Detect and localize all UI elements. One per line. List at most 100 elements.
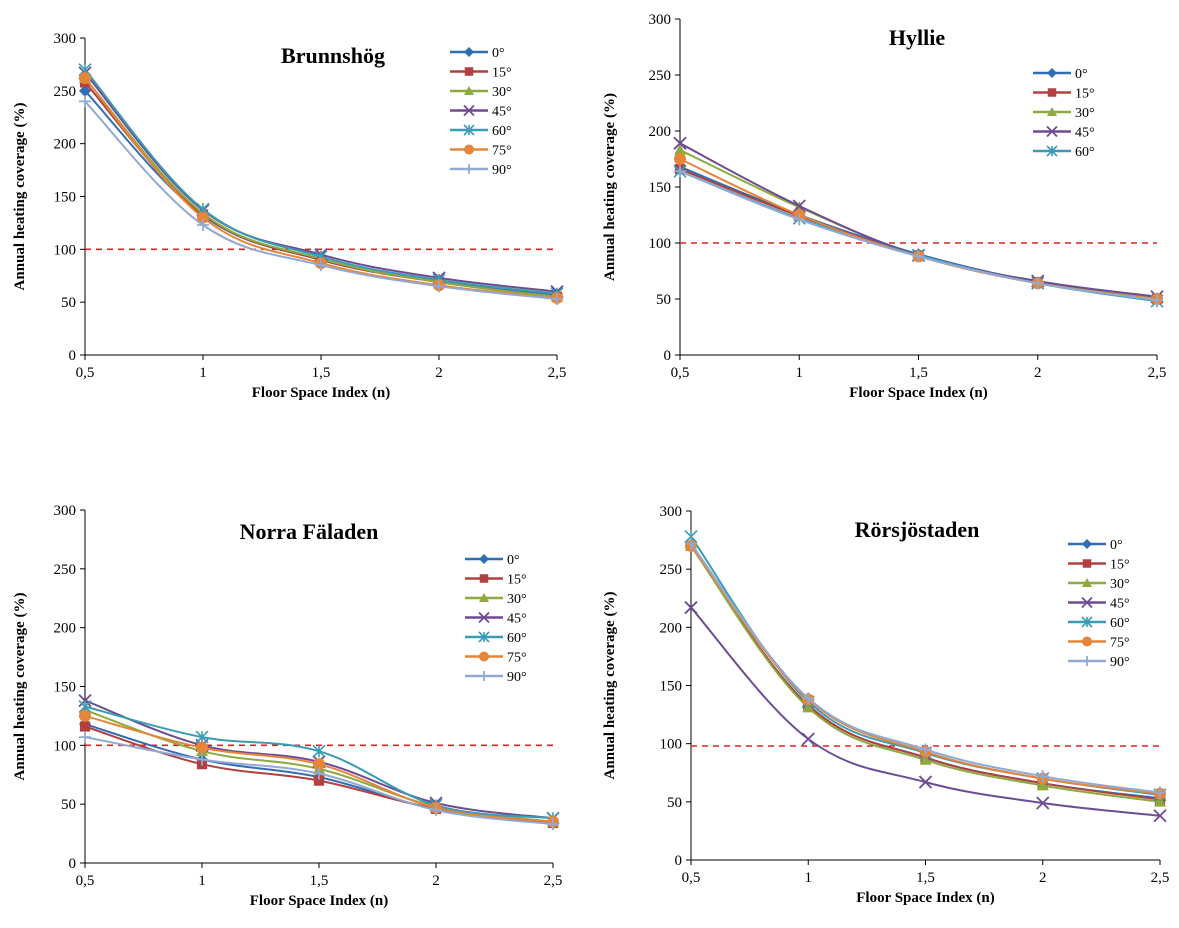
legend-label: 15° [507, 573, 527, 588]
series-6 [674, 165, 1163, 307]
legend: 0° 15° 30° 45° 60° 75° 90° [1068, 538, 1130, 670]
y-tick-label: 100 [54, 242, 77, 258]
legend-label: 15° [492, 66, 512, 81]
legend-label: 30° [1110, 577, 1130, 592]
legend-marker [479, 593, 489, 602]
series-line [679, 168, 1158, 300]
x-tick-label: 0,5 [682, 870, 701, 886]
y-tick-label: 100 [649, 236, 672, 252]
legend-marker [1081, 596, 1093, 609]
data-point [674, 153, 686, 165]
data-point [918, 775, 933, 789]
y-axis-title: Annual heating coverage (%) [602, 93, 618, 281]
series-3 [684, 600, 1167, 823]
chart-title: Brunnshög [281, 43, 385, 68]
series-6 [79, 731, 559, 831]
series-5 [674, 153, 1163, 305]
y-tick-label: 100 [54, 738, 77, 754]
data-point [196, 753, 208, 766]
series-line [84, 69, 558, 295]
series-line [679, 149, 1158, 299]
y-tick-label: 250 [54, 84, 77, 100]
y-tick-label: 150 [54, 680, 77, 696]
data-point [1154, 786, 1166, 799]
data-point [79, 84, 91, 97]
data-point [1036, 796, 1050, 810]
legend-marker [1081, 616, 1093, 628]
legend-marker [479, 554, 489, 564]
legend-label: 90° [1110, 655, 1130, 670]
data-point [79, 95, 91, 108]
legend-marker [479, 651, 489, 662]
x-tick-label: 0,5 [76, 365, 95, 381]
y-tick-label: 250 [649, 68, 672, 84]
legend-label: 0° [507, 553, 520, 568]
data-point [1153, 809, 1167, 823]
legend-label: 60° [507, 631, 527, 646]
legend-marker [1047, 68, 1057, 78]
chart-title: Rörsjöstaden [855, 517, 980, 542]
legend: 0° 15° 30° 45° 60° [1033, 67, 1095, 160]
legend-label: 30° [1075, 106, 1095, 121]
data-point [1036, 770, 1049, 783]
data-point [793, 213, 806, 226]
y-tick-label: 200 [54, 621, 77, 637]
y-tick-label: 300 [54, 503, 77, 519]
data-point [547, 818, 559, 831]
y-tick-label: 300 [649, 12, 672, 28]
series-line [679, 142, 1158, 298]
legend-marker [478, 611, 490, 624]
y-tick-label: 50 [656, 292, 671, 308]
y-axis-title: Annual heating coverage (%) [12, 593, 28, 781]
x-tick-label: 1,5 [916, 870, 935, 886]
data-point [1036, 779, 1049, 791]
data-point [674, 165, 686, 178]
series-3 [673, 136, 1164, 304]
x-tick-label: 1 [199, 365, 207, 381]
legend-marker [464, 86, 474, 95]
series-line [690, 606, 1161, 817]
legend-label: 75° [492, 144, 512, 159]
data-point [1031, 277, 1044, 290]
x-tick-label: 2,5 [548, 365, 567, 381]
data-point [430, 804, 442, 817]
series-line [679, 170, 1158, 303]
legend-label: 0° [492, 46, 505, 61]
legend-marker [1082, 539, 1092, 549]
data-point [685, 537, 697, 550]
data-point [919, 753, 932, 765]
data-point [912, 250, 925, 263]
legend-marker [478, 631, 490, 643]
x-tick-label: 1 [198, 873, 206, 889]
legend-label: 15° [1110, 558, 1130, 573]
series-6 [685, 537, 1166, 799]
series-line [84, 77, 558, 298]
x-tick-label: 2,5 [1148, 365, 1167, 381]
x-tick-label: 2 [432, 873, 440, 889]
y-tick-label: 50 [61, 295, 76, 311]
data-point [433, 280, 445, 293]
y-tick-label: 250 [660, 562, 683, 578]
legend-marker [479, 671, 489, 681]
legend-marker [1046, 125, 1058, 138]
y-tick-label: 0 [69, 856, 77, 872]
y-tick-label: 150 [54, 190, 77, 206]
legend-label: 0° [1075, 67, 1088, 82]
legend-marker [464, 144, 474, 155]
x-tick-label: 2 [1034, 365, 1042, 381]
legend-marker [464, 47, 474, 57]
series-1 [685, 540, 1166, 805]
data-point [196, 741, 208, 754]
data-point [79, 709, 91, 722]
legend-marker [479, 574, 489, 583]
series-line [690, 545, 1161, 803]
data-point [792, 199, 806, 213]
data-point [673, 136, 687, 150]
y-tick-label: 150 [660, 679, 683, 695]
x-tick-label: 0,5 [671, 365, 690, 381]
legend-marker [1082, 656, 1092, 666]
legend-label: 45° [1110, 597, 1130, 612]
x-tick-label: 1,5 [909, 365, 928, 381]
legend: 0° 15° 30° 45° 60° 75° 90° [465, 553, 527, 685]
x-axis-title: Floor Space Index (n) [849, 385, 987, 401]
